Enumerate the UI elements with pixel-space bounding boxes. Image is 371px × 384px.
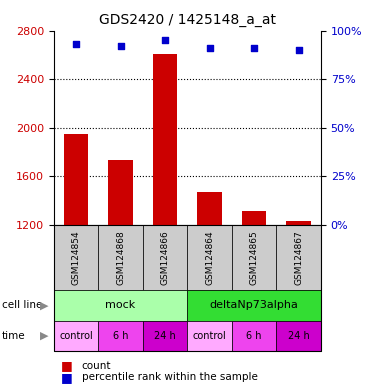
Point	[118, 43, 124, 49]
Text: time: time	[2, 331, 26, 341]
Text: GSM124866: GSM124866	[161, 230, 170, 285]
Text: control: control	[59, 331, 93, 341]
Text: GSM124868: GSM124868	[116, 230, 125, 285]
Text: 24 h: 24 h	[288, 331, 309, 341]
Text: percentile rank within the sample: percentile rank within the sample	[82, 372, 257, 382]
Point	[73, 41, 79, 47]
Text: ▶: ▶	[40, 300, 49, 310]
Text: GSM124864: GSM124864	[205, 230, 214, 285]
Text: control: control	[193, 331, 226, 341]
Point	[251, 45, 257, 51]
Point	[207, 45, 213, 51]
Bar	[153, 54, 177, 225]
Bar	[242, 211, 266, 225]
Bar	[108, 161, 133, 225]
Title: GDS2420 / 1425148_a_at: GDS2420 / 1425148_a_at	[99, 13, 276, 27]
Text: 6 h: 6 h	[246, 331, 262, 341]
Text: ■: ■	[61, 371, 73, 384]
Bar	[286, 221, 311, 225]
Point	[296, 47, 302, 53]
Text: mock: mock	[105, 300, 136, 310]
Point	[162, 37, 168, 43]
Bar	[64, 134, 88, 225]
Text: ■: ■	[61, 359, 73, 372]
Text: count: count	[82, 361, 111, 371]
Text: GSM124867: GSM124867	[294, 230, 303, 285]
Text: deltaNp73alpha: deltaNp73alpha	[210, 300, 299, 310]
Text: ▶: ▶	[40, 331, 49, 341]
Text: GSM124865: GSM124865	[250, 230, 259, 285]
Text: 6 h: 6 h	[113, 331, 128, 341]
Text: cell line: cell line	[2, 300, 42, 310]
Text: GSM124854: GSM124854	[72, 230, 81, 285]
Text: 24 h: 24 h	[154, 331, 176, 341]
Bar	[197, 192, 222, 225]
